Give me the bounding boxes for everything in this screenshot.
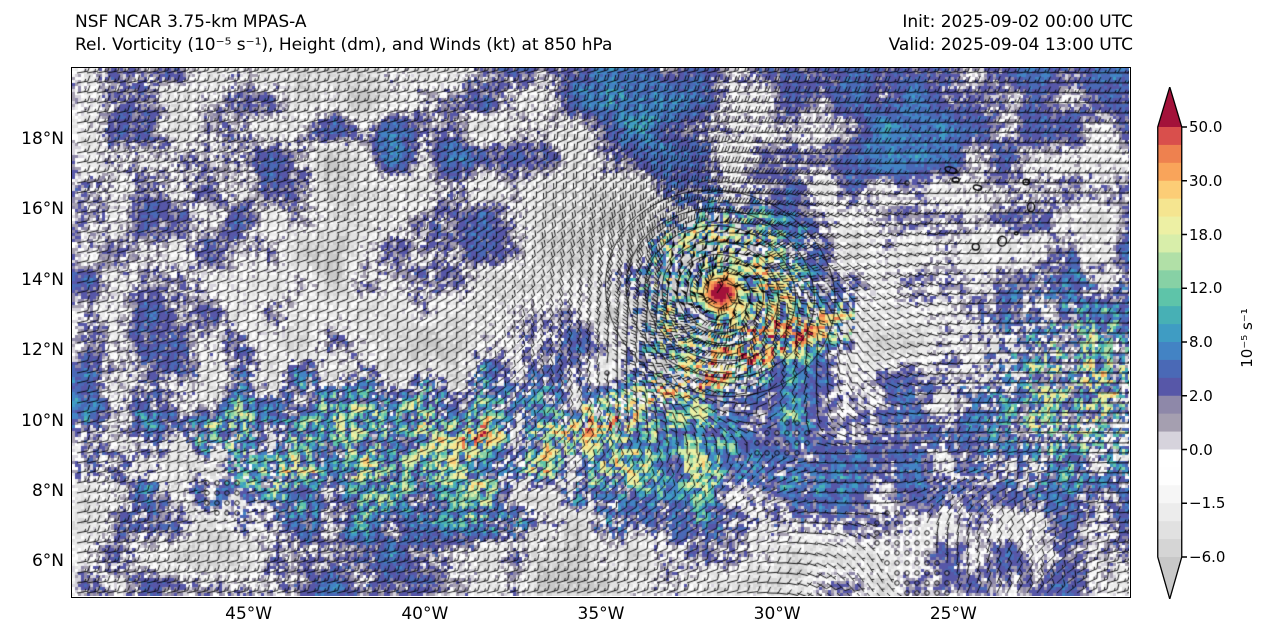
plot-title-line2: Rel. Vorticity (10⁻⁵ s⁻¹), Height (dm), … <box>75 35 613 55</box>
x-tick-label: 30°W <box>753 604 801 624</box>
y-tick-label: 14°N <box>21 269 64 290</box>
colorbar-tick-label: 50.0 <box>1189 118 1223 136</box>
x-tick-label: 45°W <box>225 604 273 624</box>
colorbar-tick-label: −1.5 <box>1189 494 1226 513</box>
y-tick-label: 16°N <box>21 199 64 220</box>
colorbar-tick-label: 0.0 <box>1189 440 1213 459</box>
valid-time-label: Valid: 2025-09-04 13:00 UTC <box>888 35 1133 55</box>
y-tick-label: 10°N <box>21 410 64 431</box>
colorbar-tick-label: 18.0 <box>1189 225 1223 244</box>
x-tick-label: 35°W <box>577 604 625 624</box>
colorbar-tick-label: 2.0 <box>1189 386 1213 405</box>
colorbar <box>1157 84 1189 602</box>
colorbar-tick-label: −6.0 <box>1189 548 1226 566</box>
y-tick-label: 8°N <box>31 480 64 501</box>
colorbar-tick-label: 8.0 <box>1189 333 1213 351</box>
plot-title-line1: NSF NCAR 3.75-km MPAS-A <box>75 12 307 32</box>
colorbar-tick-label: 30.0 <box>1189 171 1223 190</box>
run-info: Init: 2025-09-02 00:00 UTC Valid: 2025-0… <box>889 11 1133 57</box>
y-tick-label: 18°N <box>21 128 64 149</box>
x-tick-label: 40°W <box>401 604 449 624</box>
map-frame <box>71 67 1131 598</box>
x-tick-label: 25°W <box>929 604 977 624</box>
colorbar-unit-label: 10⁻⁵ s⁻¹ <box>1238 308 1256 368</box>
colorbar-tick-label: 12.0 <box>1189 279 1223 298</box>
y-tick-label: 12°N <box>21 340 64 361</box>
map-canvas <box>72 68 1129 596</box>
y-tick-label: 6°N <box>31 551 64 572</box>
plot-title: NSF NCAR 3.75-km MPAS-A Rel. Vorticity (… <box>75 11 612 57</box>
init-time-label: Init: 2025-09-02 00:00 UTC <box>902 12 1133 32</box>
